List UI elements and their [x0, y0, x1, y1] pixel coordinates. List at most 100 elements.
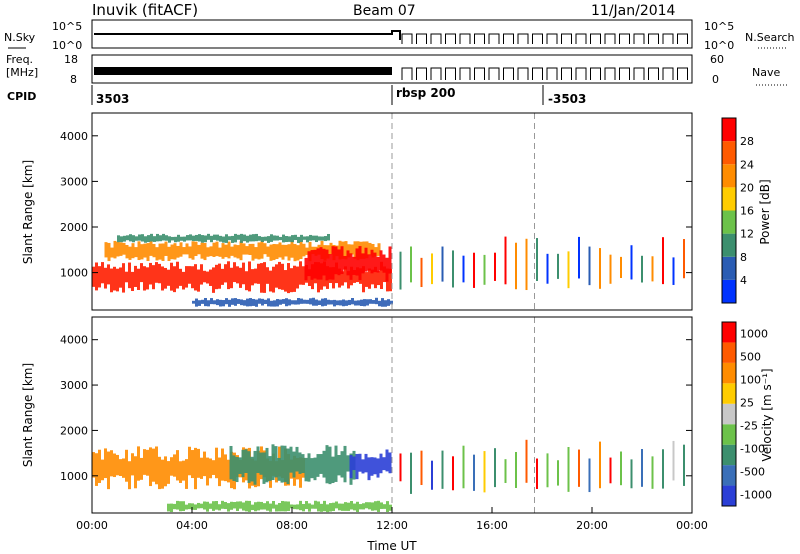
heat-cell — [325, 249, 329, 281]
heat-cell — [155, 247, 159, 261]
heat-cell — [340, 451, 344, 478]
heat-cell — [201, 235, 204, 243]
nave-tick-top: 60 — [710, 53, 724, 66]
heat-cell — [296, 266, 299, 289]
heat-cell — [125, 271, 128, 283]
nsearch-pulse — [401, 33, 413, 44]
heat-cell — [113, 240, 117, 259]
heat-cell — [374, 247, 378, 257]
heat-cell — [110, 247, 114, 258]
heat-cell — [355, 248, 359, 276]
heat-cell — [588, 246, 591, 286]
heat-cell — [567, 251, 570, 289]
heat-cell — [327, 233, 330, 241]
heat-cell — [365, 272, 368, 287]
power-panel — [92, 113, 685, 310]
heat-cell — [362, 266, 365, 293]
heat-cell — [333, 299, 336, 307]
heat-cell — [410, 246, 412, 283]
heat-cell — [249, 234, 252, 242]
heat-cell — [355, 453, 359, 480]
colorbar-swatch — [722, 342, 736, 363]
heat-cell — [309, 234, 312, 241]
heat-cell — [302, 503, 305, 512]
heat-cell — [92, 266, 95, 287]
heat-cell — [356, 501, 359, 513]
heat-cell — [332, 502, 335, 512]
heat-cell — [330, 300, 333, 305]
heat-cell — [228, 236, 231, 241]
heat-cell — [233, 262, 236, 283]
heat-cell — [218, 504, 221, 511]
velocity-colorbar: 1000 500 100 25 -25 -100 -500 -1000 — [721, 321, 772, 507]
colorbar-swatch — [722, 256, 736, 280]
heat-cell — [359, 504, 362, 510]
heat-cell — [504, 459, 507, 483]
heat-cell — [362, 503, 365, 510]
heat-cell — [158, 263, 161, 284]
heat-cell — [319, 454, 323, 474]
heat-cell — [364, 453, 368, 473]
heat-cell — [218, 263, 221, 289]
nsearch-pulse — [604, 33, 616, 44]
heat-cell — [305, 501, 308, 510]
heat-cell — [179, 268, 182, 286]
nave-pulse — [590, 67, 601, 80]
heat-cell — [236, 501, 239, 511]
heat-cell — [191, 503, 194, 510]
heat-cell — [188, 446, 191, 476]
freq-tick-top: 18 — [64, 53, 78, 66]
heat-cell — [200, 503, 203, 509]
heat-cell — [224, 244, 228, 258]
heat-cell — [382, 254, 386, 273]
x-axis-label: Time UT — [366, 539, 417, 553]
heat-cell — [257, 263, 260, 284]
cpid-label: CPID — [7, 90, 36, 103]
heat-cell — [150, 233, 153, 242]
nsearch-pulse — [459, 33, 471, 44]
heat-cell — [140, 457, 143, 480]
heat-cell — [156, 233, 159, 242]
heat-cell — [215, 501, 218, 510]
heat-cell — [346, 250, 350, 276]
heat-cell — [354, 300, 357, 306]
heat-cell — [462, 445, 465, 489]
heat-cell — [254, 268, 257, 284]
heat-cell — [246, 235, 249, 243]
heat-cell — [353, 503, 356, 511]
heat-cell — [248, 261, 251, 292]
x-tick-label: 16:00 — [476, 519, 508, 532]
heat-cell — [272, 244, 276, 261]
nsearch-pulse — [546, 33, 558, 44]
heat-cell — [388, 452, 392, 474]
heat-cell — [347, 502, 350, 511]
heat-cell — [107, 264, 110, 285]
heat-cell — [116, 454, 119, 476]
heat-cell — [149, 262, 152, 285]
heat-cell — [165, 235, 168, 241]
heat-cell — [337, 249, 341, 276]
heat-cell — [266, 267, 269, 284]
heat-cell — [164, 267, 167, 289]
heat-cell — [189, 234, 192, 241]
heat-cell — [352, 256, 356, 275]
heat-cell — [320, 503, 323, 512]
heat-cell — [191, 450, 194, 479]
heat-cell — [167, 503, 170, 512]
heat-cell — [672, 257, 675, 285]
nsearch-pulse — [662, 33, 674, 44]
time-x-axis: 00:00 04:00 08:00 12:00 16:00 20:00 00:00 — [76, 507, 708, 532]
heat-cell — [284, 501, 287, 512]
heat-cell — [185, 504, 188, 510]
heat-cell — [380, 261, 383, 290]
heat-cell — [161, 459, 164, 489]
heat-cell — [452, 250, 454, 288]
heat-cell — [221, 243, 225, 259]
heat-cell — [337, 455, 341, 476]
heat-cell — [236, 245, 240, 259]
heat-cell — [170, 244, 174, 260]
heat-cell — [197, 244, 201, 255]
heat-cell — [361, 459, 365, 474]
heat-cell — [322, 450, 326, 478]
heat-cell — [185, 266, 188, 288]
